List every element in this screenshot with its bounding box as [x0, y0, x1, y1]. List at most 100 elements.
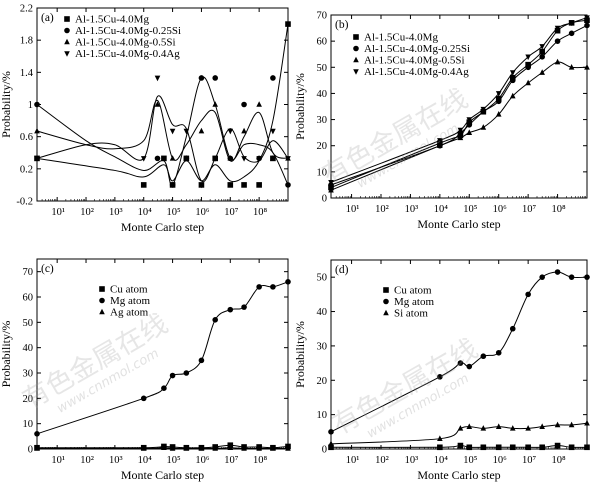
legend-marker [353, 69, 359, 75]
x-tick-label: 10³ [109, 207, 123, 218]
x-tick-label: 10⁵ [166, 207, 181, 218]
legend: Al-1.5Cu-4.0MgAl-1.5Cu-4.0Mg-0.25SiAl-1.… [353, 32, 470, 78]
x-tick-label: 10⁴ [434, 455, 449, 466]
x-tick-label: 10² [80, 455, 94, 466]
data-point [525, 79, 531, 86]
data-point [270, 155, 276, 161]
data-point [525, 54, 531, 61]
data-point [183, 128, 190, 135]
y-tick-label: 0 [322, 445, 327, 456]
data-point [227, 182, 234, 188]
legend-marker [64, 27, 70, 34]
data-point [198, 357, 205, 364]
legend-marker [353, 34, 359, 40]
data-point [256, 156, 262, 162]
data-point [509, 425, 516, 431]
series-triangle-down [328, 15, 590, 186]
data-point [140, 395, 147, 402]
data-point [525, 64, 531, 71]
x-tick-label: 10⁵ [166, 455, 181, 466]
y-tick-label: 0 [28, 445, 33, 456]
y-tick-label: 10 [317, 410, 328, 421]
data-point [140, 182, 147, 188]
x-tick-label: 10¹ [346, 204, 360, 215]
data-point [227, 128, 234, 135]
legend-marker [99, 308, 105, 315]
y-tick-label: 2.2 [20, 4, 33, 15]
x-tick-label: 10⁸ [551, 455, 566, 466]
data-point [256, 101, 262, 107]
series-square [328, 442, 590, 451]
x-tick-label: 10⁶ [493, 204, 508, 215]
x-tick-label: 10⁷ [522, 455, 537, 466]
legend-label: Al-1.5Cu-4.0Mg-0.4Ag [364, 66, 469, 78]
x-tick-label: 10¹ [346, 455, 360, 466]
x-tick-label: 10¹ [51, 207, 65, 218]
x-tick-label: 10⁶ [493, 455, 508, 466]
data-point [539, 423, 545, 429]
y-tick-label: 60 [317, 37, 328, 48]
data-point [212, 75, 219, 81]
data-point [169, 182, 176, 188]
data-point [212, 101, 219, 107]
data-point [34, 431, 40, 437]
data-point [154, 75, 161, 82]
data-point [270, 128, 276, 135]
data-point [183, 445, 190, 451]
chart-panel-2: 0 10 20 30 40 50 60 70 10¹ 10² 10³ 10⁴ 10⁵ 10⁶ 10⁷ 10⁸ M… [293, 11, 590, 231]
data-point [154, 155, 161, 162]
x-axis-label: Monte Carlo step [417, 468, 500, 482]
data-point [227, 306, 234, 313]
y-tick-label: 0 [322, 194, 327, 205]
data-point [285, 182, 291, 188]
data-point [480, 444, 487, 451]
y-tick-label: 40 [317, 89, 328, 100]
data-point [34, 445, 40, 451]
data-point [495, 423, 502, 429]
plot-frame [330, 14, 588, 199]
data-point [169, 445, 176, 451]
data-point [466, 423, 473, 429]
data-point [554, 38, 561, 44]
series-line [36, 76, 289, 186]
data-point [256, 284, 262, 290]
series-triangle-up [328, 419, 590, 447]
data-point [198, 445, 205, 451]
legend-label: Al-1.5Cu-4.0Mg-0.4Ag [75, 48, 180, 60]
y-tick-label: 30 [317, 341, 328, 352]
chart-panel-1: -0.2 0.2 0.6 1 1.4 1.8 2.2 10¹ 10² 10³ 10⁴ 10⁵ 10⁶ 10… [0, 4, 291, 234]
data-point [161, 385, 167, 392]
data-point [495, 111, 502, 117]
data-point [437, 374, 443, 380]
data-point [457, 127, 464, 134]
data-point [457, 360, 464, 366]
y-tick-label: 50 [317, 63, 328, 74]
data-point [495, 91, 502, 97]
x-tick-label: 10⁵ [463, 204, 478, 215]
x-tick-label: 10⁷ [224, 455, 239, 466]
data-point [466, 363, 473, 370]
data-point [509, 92, 516, 99]
y-tick-label: 70 [23, 267, 34, 278]
y-tick-label: 0.2 [20, 164, 33, 175]
data-point [241, 101, 247, 108]
data-point [457, 134, 464, 141]
data-point [241, 182, 247, 188]
data-point [183, 370, 190, 376]
y-axis-label: Probability/% [0, 71, 13, 138]
data-point [161, 444, 167, 451]
x-tick-label: 10⁴ [138, 455, 153, 466]
data-point [584, 419, 590, 426]
data-point [198, 127, 205, 134]
legend-marker [64, 16, 70, 22]
x-axis-label: Monte Carlo step [121, 468, 204, 482]
data-point [256, 182, 262, 188]
legend-marker [99, 286, 105, 292]
series-triangle-up [34, 444, 291, 451]
x-tick-label: 10² [80, 207, 94, 218]
